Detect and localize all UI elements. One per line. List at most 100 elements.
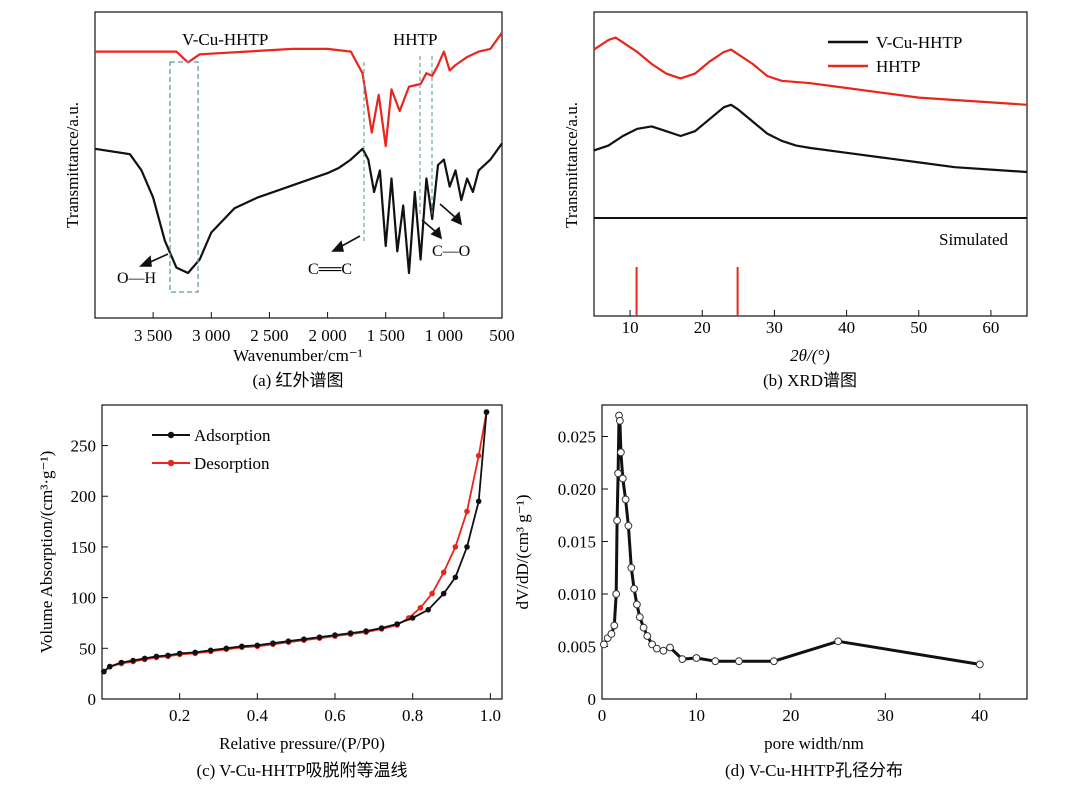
panel-a-label-hhtp: HHTP [393,30,437,49]
panel-c-point-adsorption [207,647,214,654]
panel-c-point-desorption [417,605,424,611]
panel-b-frame [593,11,1028,317]
panel-b-xtick-label: 20 [694,318,711,337]
panel-b-ylabel: Transmittance/a.u. [562,102,581,228]
panel-d-point [648,640,656,649]
panel-a-xticks: 3 500 3 000 2 500 2 000 1 500 1 000 500 [134,312,515,345]
panel-d-ytick-label: 0.010 [558,585,596,604]
panel-d-point [616,416,624,425]
panel-d-frame [601,404,1028,700]
legend-label-desorption: Desorption [194,454,270,473]
panel-d-ytick-label: 0.005 [558,638,596,657]
panel-a-xtick-label: 1 500 [367,326,405,345]
panel-b-xtick-label: 40 [838,318,855,337]
panel-b-xtick-label: 30 [766,318,783,337]
panel-b: 10 20 30 40 50 60 V-Cu-HHTP HHTP Simulated Tr… [562,11,1028,390]
panel-c-point-adsorption [176,650,183,657]
panel-a-oh-highlight-box [169,61,199,293]
panel-c-point-adsorption [107,663,113,670]
panel-c-caption: (c) V-Cu-HHTP吸脱附等温线 [196,761,407,780]
panel-c-point-adsorption [440,590,447,597]
panel-b-line-hhtp [593,36,1028,106]
panel-a-xtick-label: 500 [489,326,515,345]
panel-d-point [610,621,619,630]
panel-c-xtick-label: 0.4 [247,706,269,725]
panel-c-point-adsorption [347,630,354,636]
panel-b-xtick-label: 50 [910,318,927,337]
panel-c-xtick-label: 0.2 [169,706,190,725]
panel-d: 0 10 20 30 40 0 0.005 0.010 0.015 0.020 0.025 dV/d… [513,404,1028,780]
oh-arrow [147,253,169,264]
panel-c-point-adsorption [409,615,416,621]
panel-d-point [711,657,720,666]
panel-a-line-v-cu-hhtp [95,32,503,148]
cc-arrowhead [331,240,344,252]
panel-a-xtick-label: 3 500 [134,326,172,345]
panel-c-xtick-label: 1.0 [480,706,501,725]
panel-d-xtick-label: 10 [688,706,705,725]
panel-c-point-adsorption [153,653,160,660]
panel-b-line-v-cu-hhtp [593,103,1028,174]
panel-d-point [618,474,627,483]
panel-a-arrows [139,203,463,267]
panel-a-label-cc: C══C [308,261,352,278]
panel-d-point [621,495,630,504]
panel-b-xtick-label: 60 [982,318,999,337]
panel-d-point [624,521,633,530]
panel-d-xtick-label: 0 [598,706,607,725]
panel-d-point [612,590,621,598]
panel-a: 3 500 3 000 2 500 2 000 1 500 1 000 500 V-Cu-H… [63,11,515,390]
panel-d-point [630,584,638,593]
panel-d-point [735,657,743,666]
panel-c-point-adsorption [483,409,490,415]
panel-d-point [635,613,644,621]
panel-c-xtick-label: 0.8 [402,706,423,725]
legend-marker-desorption [167,459,175,467]
panel-c-point-desorption [440,569,447,576]
panel-c-xlabel: Relative pressure/(P/P0) [219,734,385,753]
panel-c-xtick-label: 0.6 [324,706,345,725]
panel-a-label-vcuhhtp: V-Cu-HHTP [182,30,268,49]
panel-c-point-adsorption [141,655,148,662]
panel-c-line-desorption [103,411,488,673]
panel-d-point [834,637,842,646]
panel-d-ylabel: dV/dD/(cm³ g⁻¹) [513,494,532,609]
panel-d-xtick-label: 40 [971,706,988,725]
panel-a-xtick-label: 2 000 [308,326,346,345]
panel-d-point [652,644,661,653]
panel-b-simulated-peaks [635,267,739,316]
panel-c-point-desorption [452,544,459,550]
panel-c-point-adsorption [270,640,276,646]
panel-d-xtick-label: 20 [782,706,799,725]
panel-c-point-adsorption [316,634,323,640]
panel-d-ticks: 0 10 20 30 40 0 0.005 0.010 0.015 0.020 0.025 [558,428,989,726]
panel-c-ytick-label: 150 [71,538,97,557]
panel-d-ytick-label: 0 [588,690,597,709]
panel-b-legend: V-Cu-HHTP HHTP [828,33,962,76]
panel-d-point [614,469,622,478]
panel-d-point [692,654,701,662]
panel-c-ytick-label: 0 [88,690,97,709]
legend-marker-adsorption [167,431,175,439]
legend-label-vcuhhtp: V-Cu-HHTP [876,33,962,52]
panel-c-point-adsorption [239,643,245,650]
panel-a-xtick-label: 2 500 [250,326,288,345]
panel-c-series-layer [101,409,490,675]
panel-b-xlabel: 2θ/(°) [790,346,830,365]
panel-c-point-adsorption [165,652,171,659]
legend-label-adsorption: Adsorption [194,426,271,445]
panel-c-point-adsorption [301,636,307,642]
panel-c-ytick-label: 50 [79,639,96,658]
co-arrowhead-1 [430,226,443,240]
panel-c-point-desorption [475,452,482,459]
panel-d-xlabel: pore width/nm [764,734,864,753]
panel-c-ticks: 0.2 0.4 0.6 0.8 1.0 0 50 100 150 200 250 [71,437,501,725]
panel-c-point-adsorption [223,645,230,652]
panel-b-series-layer [593,36,1028,174]
panel-c-ylabel: Volume Absorption/(cm³·g⁻¹) [37,451,56,654]
panel-d-point [770,657,778,666]
panel-d-line [602,414,981,666]
panel-d-caption: (d) V-Cu-HHTP孔径分布 [725,761,903,780]
panel-d-point [666,643,674,652]
